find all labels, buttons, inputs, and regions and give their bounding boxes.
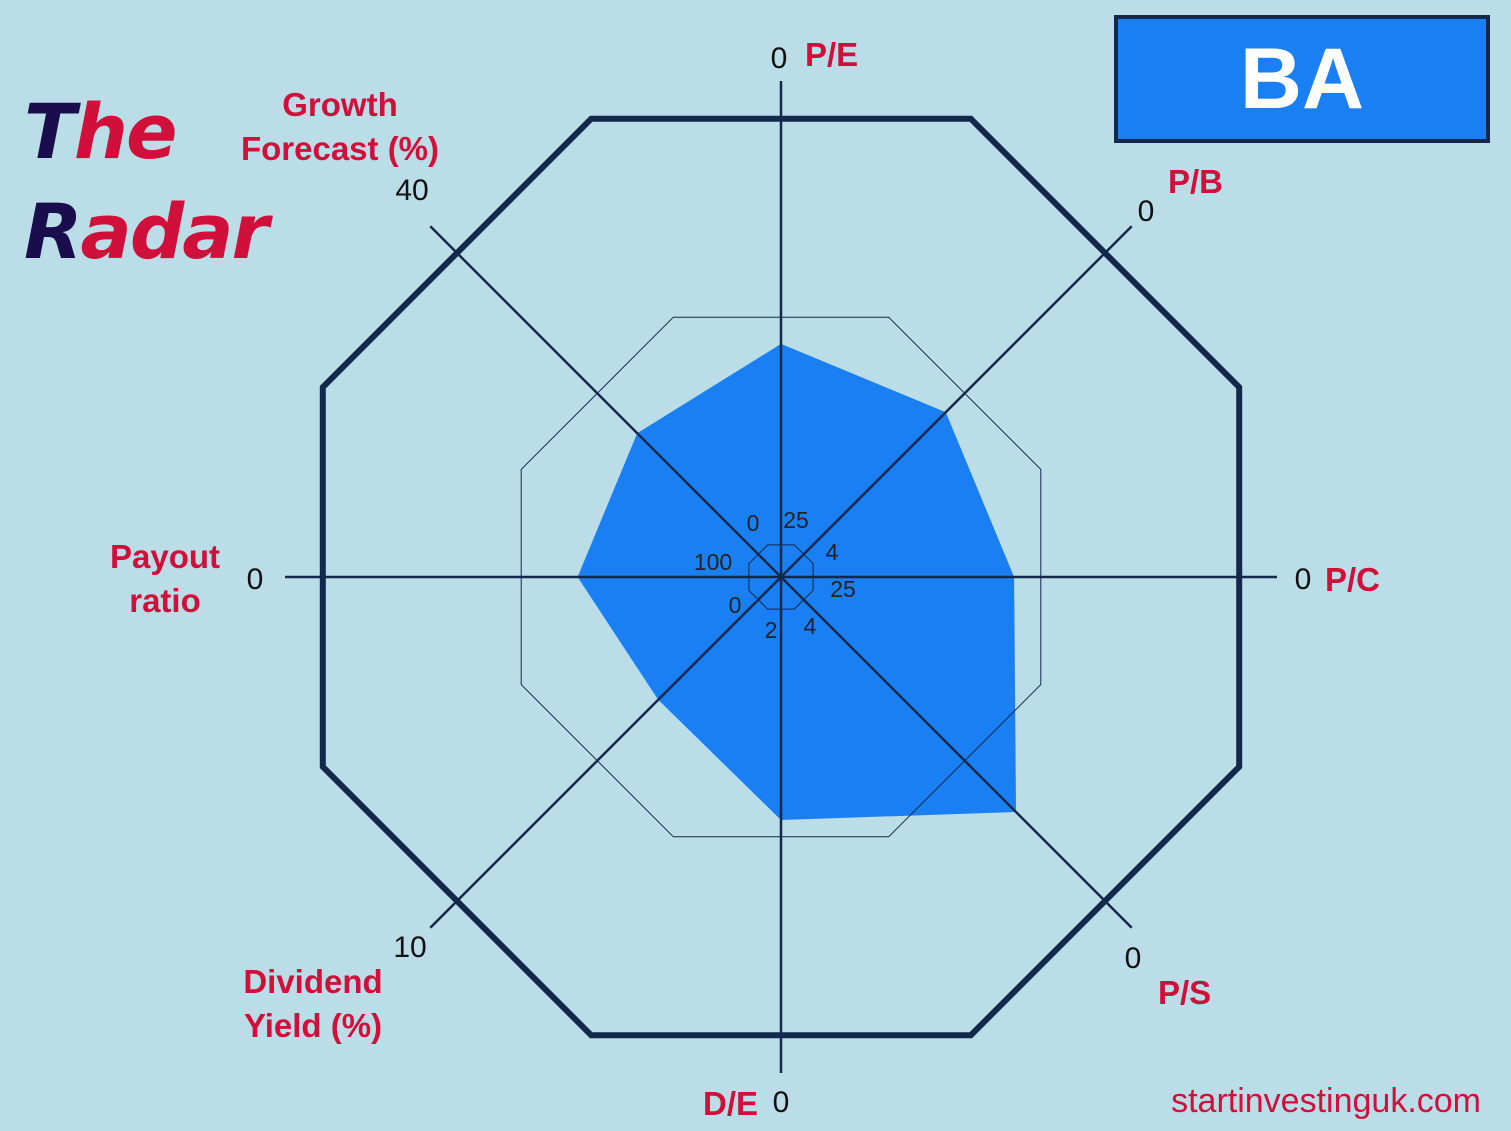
axis-label-growth-forecast: Growth Forecast (%) (241, 86, 439, 167)
axis-label-line: Forecast (%) (241, 130, 439, 167)
axis-label-line: D/E (703, 1085, 758, 1122)
axis-label-line: P/E (805, 36, 858, 73)
axis-label-line: Yield (%) (244, 1007, 382, 1044)
outer-tick-p-e: 0 (771, 42, 788, 75)
axis-label-p-s: P/S (1158, 974, 1211, 1011)
axis-label-p-b: P/B (1168, 163, 1223, 200)
inner-tick-p-b: 4 (826, 539, 839, 565)
inner-tick-p-e: 25 (783, 507, 809, 533)
grid-ring-inner (748, 544, 814, 610)
axis-label-line: P/C (1325, 561, 1380, 598)
outer-tick-growth-forecast: 40 (395, 174, 428, 207)
axis-label-p-c: P/C (1325, 561, 1380, 598)
website-link[interactable]: startinvestinguk.com (1171, 1082, 1481, 1120)
outer-tick-payout-ratio: 0 (247, 563, 264, 596)
axis-label-payout-ratio: Payout ratio (110, 538, 220, 619)
outer-tick-dividend-yield: 10 (393, 931, 426, 964)
axis-label-line: P/S (1158, 974, 1211, 1011)
outer-tick-p-s: 0 (1125, 942, 1142, 975)
axis-line-dividend-yield- (429, 576, 782, 929)
axis-label-line: P/B (1168, 163, 1223, 200)
axis-label-line: Payout (110, 538, 220, 575)
inner-tick-d-e: 2 (765, 617, 778, 643)
inner-tick-growth-forecast: 0 (747, 510, 760, 536)
axis-label-p-e: P/E (805, 36, 858, 73)
outer-tick-d-e: 0 (773, 1086, 790, 1119)
axis-line-growth-forecast- (429, 225, 782, 578)
inner-tick-p-c: 25 (830, 576, 856, 602)
grid-ring-mid (520, 316, 1042, 838)
outer-frame (319, 115, 1243, 1039)
axis-line-p-s (780, 576, 1133, 929)
inner-tick-p-s: 4 (804, 613, 817, 639)
axis-label-line: ratio (129, 582, 201, 619)
the-radar-title: The Radar (24, 87, 269, 276)
outer-tick-p-c: 0 (1295, 563, 1312, 596)
axis-label-dividend-yield: Dividend Yield (%) (243, 963, 382, 1044)
axis-label-line: Dividend (243, 963, 382, 1000)
ticker-symbol: BA (1239, 30, 1365, 127)
axis-line-p-b (780, 225, 1133, 578)
axis-label-line: Growth (282, 86, 397, 123)
inner-tick-dividend-yield: 0 (729, 592, 742, 618)
data-area (577, 343, 1016, 820)
outer-tick-p-b: 0 (1138, 195, 1155, 228)
inner-tick-payout-ratio: 100 (694, 549, 732, 575)
axis-label-d-e: D/E (703, 1085, 758, 1122)
ticker-badge: BA (1114, 15, 1490, 143)
